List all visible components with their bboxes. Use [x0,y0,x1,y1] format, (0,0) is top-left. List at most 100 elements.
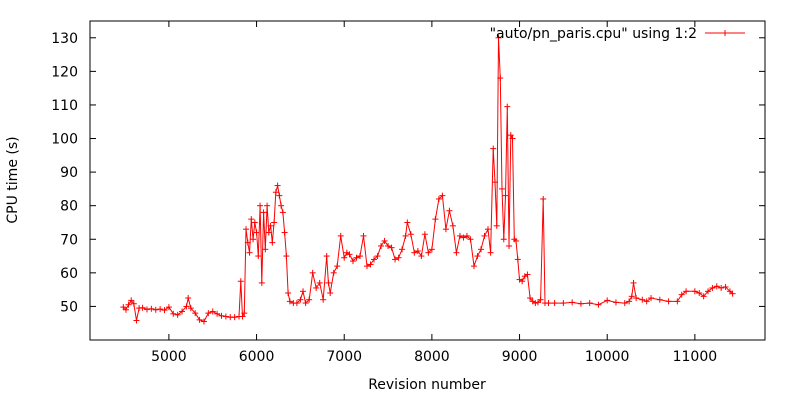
data-point [253,229,260,236]
data-point [490,145,497,152]
data-point [463,232,470,239]
data-point [257,202,264,209]
data-point [453,249,460,256]
data-point [239,313,246,320]
y-tick-label: 110 [51,98,78,114]
data-point [481,232,488,239]
data-point [626,298,633,305]
data-point [327,289,334,296]
data-point [187,305,194,312]
x-tick-label: 9000 [502,349,538,365]
data-point [222,313,229,320]
data-point [143,306,150,313]
data-point [502,192,509,199]
data-point [260,209,267,216]
data-point [540,195,547,202]
data-point [456,232,463,239]
data-point [237,278,244,285]
legend-marker [722,30,728,36]
data-point [495,34,502,41]
data-point [414,248,421,255]
data-point [527,295,534,302]
data-point [586,300,593,307]
data-point [271,219,278,226]
data-point [411,249,418,256]
data-point [713,283,720,290]
data-point [404,219,411,226]
data-point [286,298,293,305]
data-point [643,298,650,305]
data-point [709,284,716,291]
data-point [696,289,703,296]
x-tick-label: 10000 [585,349,630,365]
data-point [250,236,257,243]
data-point [200,318,207,325]
y-tick-label: 130 [51,31,78,47]
y-tick-label: 70 [60,232,78,248]
data-point [493,222,500,229]
data-point [214,310,221,317]
data-point [285,289,292,296]
data-point [185,295,192,302]
data-point [161,307,168,314]
x-tick-label: 7000 [326,349,362,365]
data-point [477,246,484,253]
data-point [630,279,637,286]
data-point [241,310,248,317]
data-point [442,226,449,233]
data-point [264,202,271,209]
data-point [244,239,251,246]
series-group [120,34,736,325]
data-point [560,300,567,307]
data-point [504,103,511,110]
data-point [367,261,374,268]
data-point [378,242,385,249]
data-point [467,236,474,243]
data-point [385,242,392,249]
x-tick-label: 11000 [673,349,718,365]
data-point [439,192,446,199]
data-point [152,306,159,313]
data-point [276,192,283,199]
data-point [621,300,628,307]
data-point [130,300,137,307]
data-point [487,249,494,256]
data-point [337,232,344,239]
data-point [428,246,435,253]
data-point [407,231,414,238]
data-point [460,234,467,241]
data-point [705,288,712,295]
data-point [364,263,371,270]
data-point [346,251,353,258]
data-point [497,75,504,82]
data-point [360,232,367,239]
data-point [551,300,558,307]
data-point [357,253,363,260]
data-point [674,298,681,305]
data-point [722,283,729,290]
y-tick-label: 120 [51,64,78,80]
data-point [316,279,323,286]
data-point [334,263,341,270]
data-point [449,222,456,229]
data-point [313,284,320,291]
y-tick-label: 100 [51,132,78,148]
data-point [656,296,663,303]
data-point [639,296,646,303]
data-point [133,317,140,324]
data-point [534,299,541,306]
data-point [297,296,304,303]
x-tick-label: 8000 [414,349,450,365]
data-point [300,288,307,295]
data-point [474,253,481,260]
data-point [283,253,290,260]
data-point [349,258,356,265]
data-point [170,310,177,317]
data-point [484,226,491,233]
data-point [595,301,602,308]
data-point [320,296,327,303]
x-tick-label: 5000 [151,349,187,365]
data-point [470,263,477,270]
data-point [537,296,544,303]
data-point [402,232,409,239]
